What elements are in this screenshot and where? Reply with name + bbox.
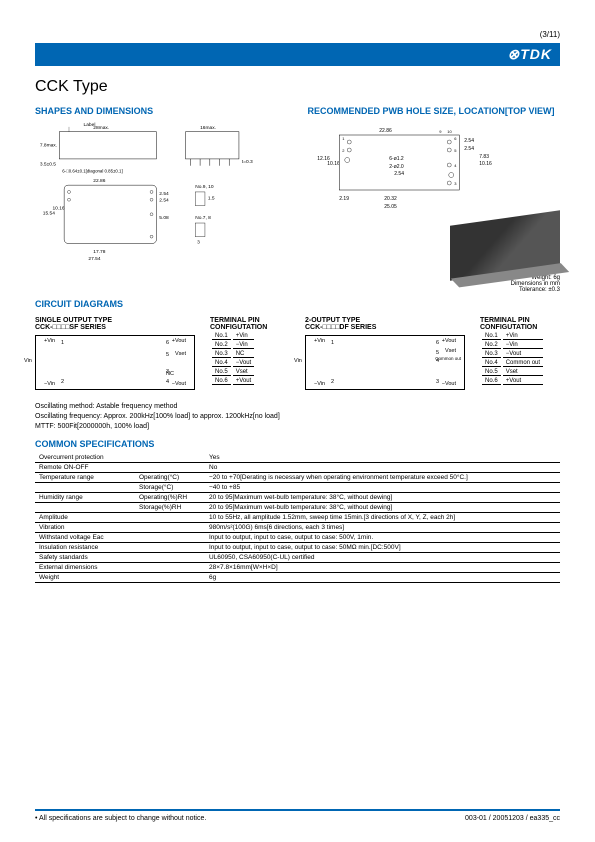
svg-text:No.9, 10: No.9, 10: [195, 184, 214, 190]
svg-text:t=0.3: t=0.3: [242, 159, 253, 165]
svg-text:3.5±0.5: 3.5±0.5: [40, 162, 56, 168]
footer: • All specifications are subject to chan…: [35, 809, 560, 822]
footer-note: • All specifications are subject to chan…: [35, 815, 206, 822]
svg-text:22.86: 22.86: [379, 128, 392, 134]
terminal-label-1: TERMINAL PIN CONFIGUTATION: [210, 317, 290, 331]
footer-code: 003-01 / 20051203 / ea335_cc: [465, 815, 560, 822]
svg-text:10.16: 10.16: [52, 205, 64, 211]
svg-text:10.16: 10.16: [479, 161, 492, 167]
svg-text:10: 10: [447, 129, 452, 134]
svg-text:16max.: 16max.: [200, 125, 216, 131]
svg-text:17.78: 17.78: [93, 249, 105, 255]
page-number: (3/11): [35, 30, 560, 39]
svg-text:5: 5: [454, 148, 457, 153]
svg-text:5.08: 5.08: [159, 215, 169, 221]
svg-text:2-ø2.0: 2-ø2.0: [389, 164, 404, 170]
svg-text:25.05: 25.05: [384, 204, 397, 210]
svg-text:2.54: 2.54: [159, 198, 169, 204]
terminal-label-2: TERMINAL PIN CONFIGUTATION: [480, 317, 560, 331]
common-specs-title: COMMON SPECIFICATIONS: [35, 439, 560, 449]
svg-text:Label: Label: [84, 122, 96, 128]
svg-text:9: 9: [439, 129, 442, 134]
pin-table-single: No.1+Vin No.2−Vin No.3NC No.4−Vout No.5V…: [210, 331, 256, 387]
svg-text:6: 6: [454, 136, 457, 141]
svg-text:10.16: 10.16: [327, 161, 340, 167]
pwb-title: RECOMMENDED PWB HOLE SIZE, LOCATION[TOP …: [308, 106, 561, 116]
svg-text:2.54: 2.54: [394, 171, 404, 177]
shapes-title: SHAPES AND DIMENSIONS: [35, 106, 288, 116]
svg-text:6-□0.64±0.1[diagonal 0.85±0.1]: 6-□0.64±0.1[diagonal 0.85±0.1]: [62, 169, 123, 174]
single-label: SINGLE OUTPUT TYPE: [35, 317, 195, 324]
svg-text:28max.: 28max.: [93, 125, 109, 131]
svg-text:22.86: 22.86: [93, 178, 105, 184]
svg-text:4: 4: [454, 163, 457, 168]
svg-text:1.5: 1.5: [208, 196, 215, 202]
product-photo: [450, 210, 560, 280]
dual-label: 2-OUTPUT TYPE: [305, 317, 465, 324]
specs-table: Overcurrent protectionYes Remote ON-OFFN…: [35, 453, 560, 583]
pin-table-dual: No.1+Vin No.2−Vin No.3−Vout No.4Common o…: [480, 331, 545, 387]
svg-text:3: 3: [454, 181, 457, 186]
svg-text:2.54: 2.54: [159, 191, 169, 197]
svg-text:2.54: 2.54: [464, 138, 474, 144]
shapes-drawing: 28max. Label 16max. t=0.3 7.8max. 3.5±0.…: [35, 120, 288, 260]
svg-text:3: 3: [197, 239, 200, 245]
svg-text:2.19: 2.19: [339, 196, 349, 202]
single-series: CCK-□□□□SF SERIES: [35, 324, 195, 331]
svg-text:7.8max.: 7.8max.: [40, 142, 57, 148]
svg-text:7.83: 7.83: [479, 154, 489, 160]
svg-text:6-ø1.2: 6-ø1.2: [389, 156, 404, 162]
svg-text:1: 1: [342, 136, 345, 141]
page-title: CCK Type: [35, 78, 560, 96]
svg-text:2.54: 2.54: [464, 146, 474, 152]
oscillation-notes: Oscillating method: Astable frequency me…: [35, 402, 560, 431]
svg-text:2: 2: [342, 148, 345, 153]
circuits-title: CIRCUIT DIAGRAMS: [35, 299, 560, 309]
svg-text:20.32: 20.32: [384, 196, 397, 202]
dual-series: CCK-□□□□DF SERIES: [305, 324, 465, 331]
pwb-drawing: 22.86 12.16 10.16 2.54 2.54 7.83 10.16 6…: [308, 120, 561, 210]
tol-note: Tolerance: ±0.3: [308, 287, 561, 293]
brand-header: ⊗TDK: [35, 43, 560, 66]
single-circuit: +Vin −Vin +Vout −Vout Vset NC Vin 1 2 6 …: [35, 335, 195, 390]
svg-text:27.54: 27.54: [88, 256, 100, 260]
svg-text:No.7, 8: No.7, 8: [195, 215, 211, 221]
dual-circuit: +Vin −Vin +Vout −Vout Vset Common out Vi…: [305, 335, 465, 390]
